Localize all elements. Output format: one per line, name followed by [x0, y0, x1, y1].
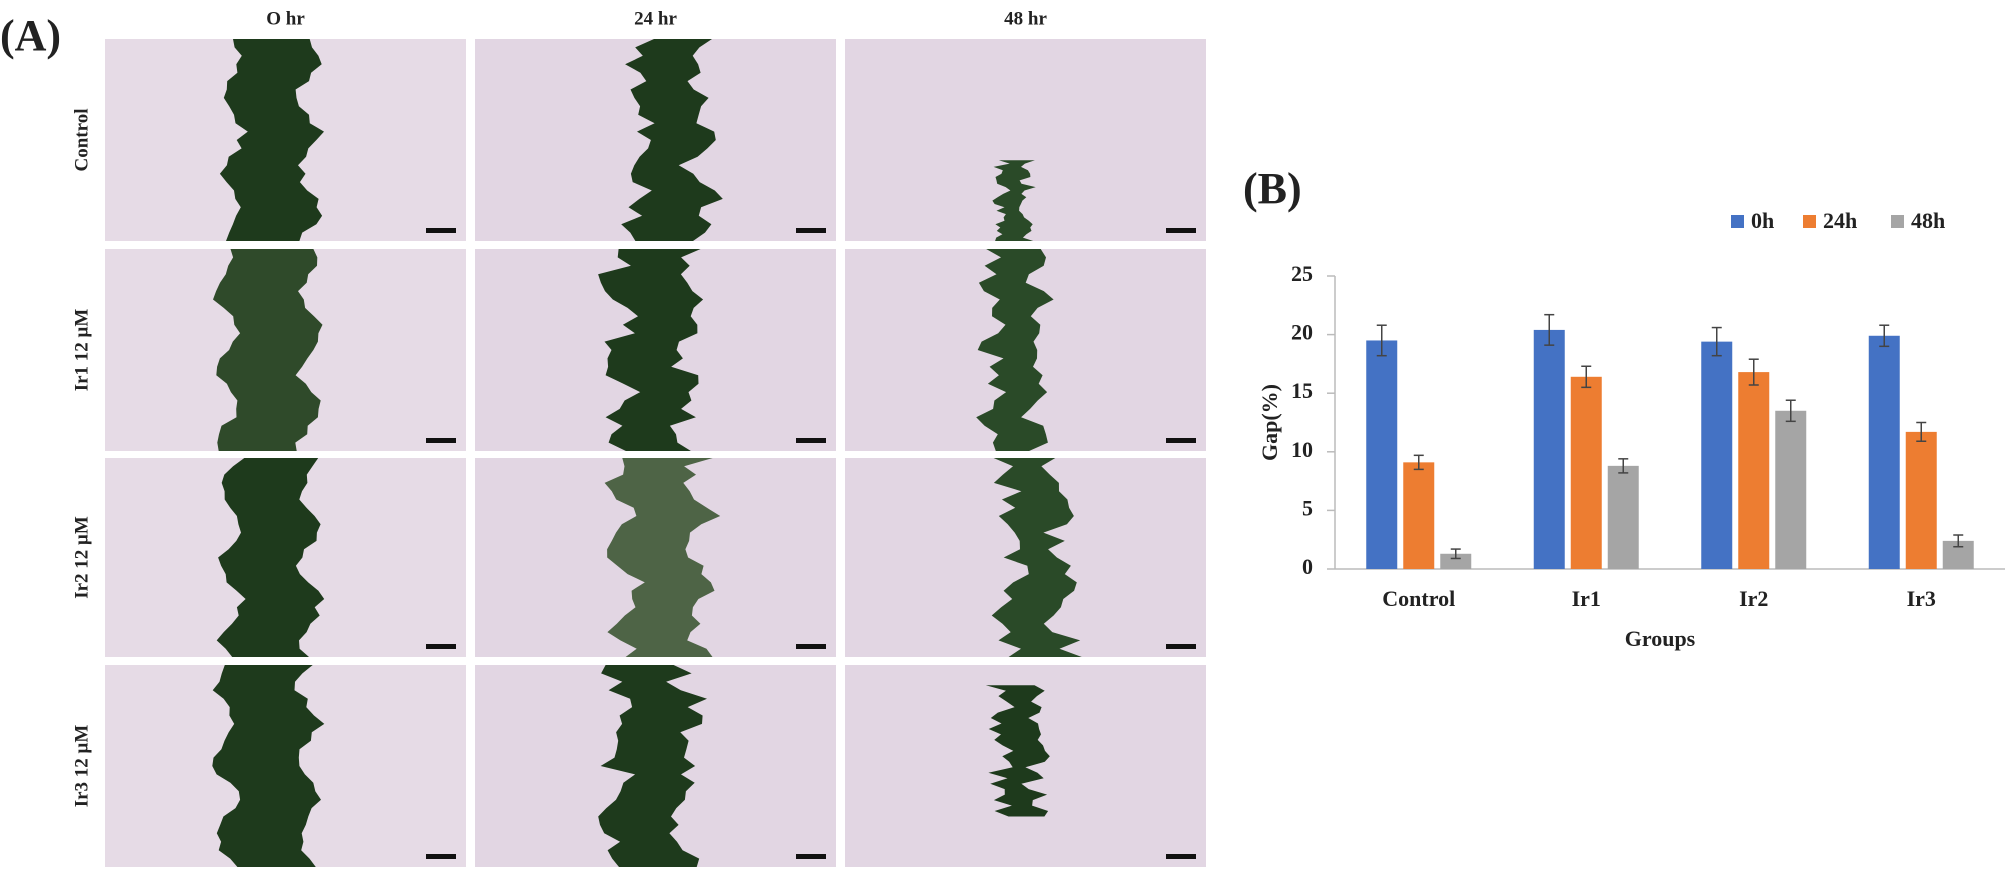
y-tick-label: 15: [1291, 378, 1313, 403]
error-bar: [1544, 313, 1555, 346]
y-tick-label: 5: [1302, 495, 1313, 520]
y-tick-label: 10: [1291, 437, 1313, 462]
wound-gap: [598, 249, 704, 451]
error-bar: [1618, 458, 1629, 474]
row-label: Ir2 12 μM: [71, 516, 92, 599]
row-label: Ir3 12 μM: [71, 725, 92, 808]
error-bar: [1748, 358, 1759, 386]
scale-bar: [796, 854, 826, 859]
y-tick-label: 20: [1291, 320, 1313, 345]
x-tick-label: Ir2: [1739, 586, 1768, 611]
scale-bar: [426, 438, 456, 443]
wound-gap: [991, 458, 1082, 657]
error-bar: [1711, 326, 1722, 357]
wound-gap: [992, 160, 1036, 241]
wound-gap: [976, 249, 1054, 451]
scale-bar: [426, 854, 456, 859]
scale-bar: [1166, 644, 1196, 649]
row-label: Ir1 12 μM: [71, 309, 92, 392]
panel-label: (A): [0, 11, 61, 60]
x-tick-label: Ir1: [1572, 586, 1601, 611]
bar: [1403, 462, 1435, 569]
y-tick-label: 0: [1302, 554, 1313, 579]
bar: [1533, 329, 1565, 569]
bar: [1440, 553, 1472, 569]
panel-label: (B): [1243, 164, 1302, 213]
bar: [1738, 372, 1770, 569]
x-tick-label: Ir3: [1907, 586, 1936, 611]
column-label: O hr: [266, 8, 305, 29]
error-bar: [1376, 324, 1387, 357]
column-label: 48 hr: [1004, 8, 1047, 29]
bar: [1701, 341, 1733, 569]
wound-gap: [219, 39, 324, 241]
error-bar: [1785, 399, 1796, 423]
bar: [1868, 335, 1900, 569]
bar: [1366, 340, 1398, 569]
bar: [1905, 431, 1937, 569]
wound-gap: [212, 665, 325, 867]
error-bar: [1413, 454, 1424, 471]
scale-bar: [1166, 438, 1196, 443]
x-axis-title: Groups: [1625, 626, 1696, 651]
legend-label: 48h: [1911, 208, 1945, 233]
scale-bar: [1166, 854, 1196, 859]
wound-gap: [598, 665, 707, 867]
legend-swatch: [1891, 215, 1904, 228]
legend-swatch: [1731, 215, 1744, 228]
error-bar: [1879, 324, 1890, 348]
wound-gap: [604, 458, 721, 657]
scale-bar: [1166, 228, 1196, 233]
error-bar: [1450, 548, 1461, 560]
bar: [1570, 376, 1602, 569]
wound-gap: [985, 685, 1050, 817]
wound-gap: [621, 39, 723, 241]
scale-bar: [796, 228, 826, 233]
x-tick-label: Control: [1382, 586, 1455, 611]
scale-bar: [796, 438, 826, 443]
y-axis-title: Gap(%): [1257, 384, 1282, 461]
wound-gap: [216, 458, 325, 657]
scale-bar: [426, 644, 456, 649]
scale-bar: [426, 228, 456, 233]
error-bar: [1953, 534, 1964, 548]
error-bar: [1916, 421, 1927, 443]
micrograph: [845, 39, 1206, 241]
bar: [1607, 465, 1639, 569]
wound-gap: [213, 249, 323, 451]
scale-bar: [796, 644, 826, 649]
row-label: Control: [71, 109, 92, 172]
bar: [1775, 410, 1807, 569]
legend-label: 24h: [1823, 208, 1857, 233]
error-bar: [1581, 365, 1592, 389]
y-tick-label: 25: [1291, 261, 1313, 286]
legend-label: 0h: [1751, 208, 1774, 233]
column-label: 24 hr: [634, 8, 677, 29]
legend-swatch: [1803, 215, 1816, 228]
